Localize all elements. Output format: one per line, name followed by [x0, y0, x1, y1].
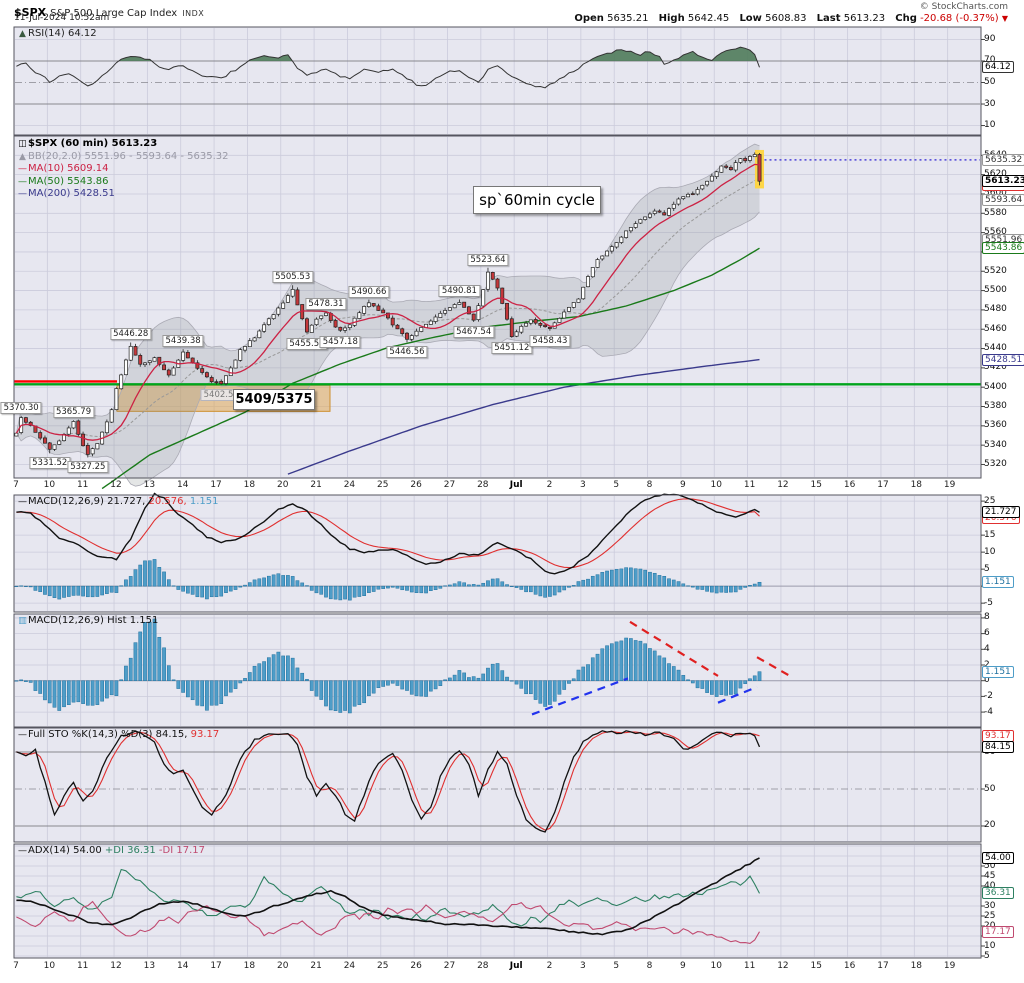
open-value: 5635.21 — [607, 13, 649, 24]
quote-bar: Open 5635.21 High 5642.45 Low 5608.83 La… — [567, 13, 1008, 24]
chart-datetime: 11-Jul-2024 10:52am — [14, 13, 110, 23]
chart-header: $SPX S&P 500 Large Cap Index INDX © StockC… — [14, 1, 1010, 20]
chg-dropdown-icon[interactable]: ▼ — [1001, 14, 1008, 23]
symbol-name: S&P 500 Large Cap Index — [50, 8, 178, 19]
low-label: Low — [739, 13, 762, 24]
cycle-annotation-box: sp`60min cycle — [473, 186, 601, 214]
open-label: Open — [574, 13, 604, 24]
low-value: 5608.83 — [765, 13, 807, 24]
high-label: High — [658, 13, 685, 24]
copyright: © StockCharts.com — [919, 2, 1008, 12]
chg-label: Chg — [895, 13, 917, 24]
support-annotation-box: 5409/5375 — [233, 389, 315, 410]
high-value: 5642.45 — [687, 13, 730, 24]
exchange: INDX — [182, 9, 205, 18]
symbol: $SPX — [14, 6, 47, 19]
chart-subheader: 11-Jul-2024 10:52am Open 5635.21 High 56… — [14, 13, 1010, 24]
chg-value: -20.68 (-0.37%) — [920, 13, 999, 24]
last-label: Last — [816, 13, 841, 24]
last-value: 5613.23 — [843, 13, 886, 24]
